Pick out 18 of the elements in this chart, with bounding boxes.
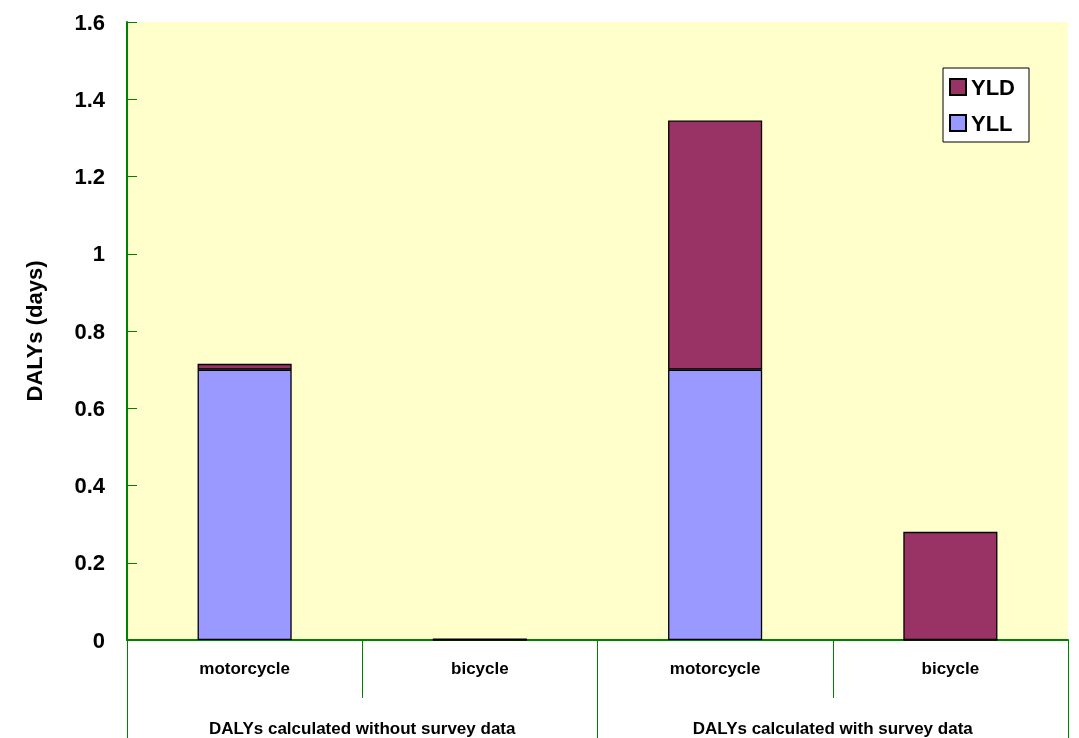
y-tick-label: 1.2: [74, 164, 105, 189]
text: DALYs calculated with survey data: [692, 719, 974, 738]
x-tick-label: bicycle: [451, 659, 509, 678]
y-tick-label: 1: [92, 241, 105, 267]
y-tick-label: 1.6: [74, 9, 105, 35]
x-tick-label: bicycle: [921, 659, 980, 678]
legend-label: YLD: [971, 74, 1015, 100]
y-tick-label: 0.6: [74, 395, 105, 421]
y-tick-label: 0.2: [74, 550, 105, 576]
text: DALYs calculated without survey data: [209, 719, 516, 738]
y-tick-label: 0: [92, 627, 105, 653]
y-tick-label: 0.4: [74, 473, 106, 498]
y-tick-label: 1.4: [74, 86, 106, 112]
y-tick-label: 0.8: [74, 318, 105, 344]
y-axis-title: DALYs (days): [21, 260, 47, 402]
x-tick-label: motorcycle: [199, 659, 290, 678]
legend-label: YLL: [971, 110, 1013, 136]
x-tick-label: motorcycle: [669, 659, 761, 678]
